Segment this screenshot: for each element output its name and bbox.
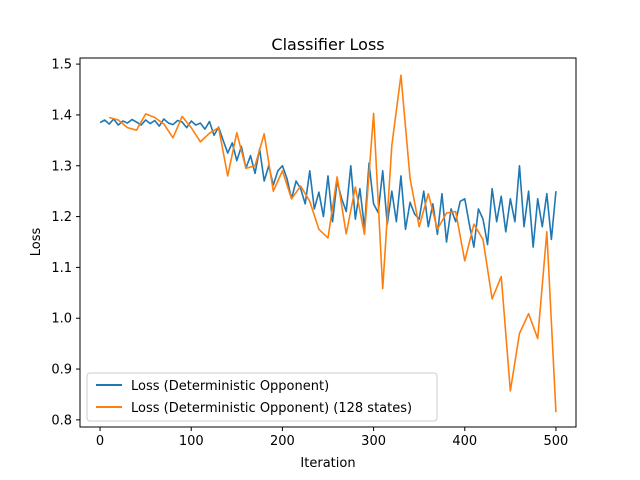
legend-label-128-states: Loss (Deterministic Opponent) (128 state… xyxy=(131,401,412,416)
y-axis-label: Loss xyxy=(29,228,44,257)
y-axis-ticks: 0.8 0.9 1.0 1.1 1.2 1.3 1.4 1.5 xyxy=(51,58,80,428)
x-tick-label: 400 xyxy=(452,434,477,449)
x-axis-ticks: 0 100 200 300 400 500 xyxy=(96,427,568,449)
plot-frame xyxy=(79,57,577,428)
series-line-0 xyxy=(99,118,557,248)
x-tick-label: 500 xyxy=(544,434,569,449)
y-tick-label: 1.5 xyxy=(51,58,72,73)
y-tick-label: 1.2 xyxy=(51,210,72,225)
y-tick-label: 1.0 xyxy=(51,312,72,327)
chart-title: Classifier Loss xyxy=(271,35,384,54)
y-tick-label: 1.1 xyxy=(51,261,72,276)
legend-label-deterministic: Loss (Deterministic Opponent) xyxy=(131,379,329,394)
legend-box xyxy=(86,372,438,422)
x-axis-label: Iteration xyxy=(300,456,355,471)
y-tick-label: 1.4 xyxy=(51,108,72,123)
x-tick-label: 300 xyxy=(361,434,386,449)
plot-background xyxy=(80,58,576,427)
y-tick-label: 0.9 xyxy=(51,363,72,378)
series-layer xyxy=(99,74,557,413)
y-tick-label: 0.8 xyxy=(51,413,72,428)
x-tick-label: 200 xyxy=(270,434,295,449)
x-tick-label: 100 xyxy=(179,434,204,449)
x-tick-label: 0 xyxy=(96,434,104,449)
series-line-1 xyxy=(108,74,557,413)
legend: Loss (Deterministic Opponent) Loss (Dete… xyxy=(86,372,438,422)
y-tick-label: 1.3 xyxy=(51,159,72,174)
